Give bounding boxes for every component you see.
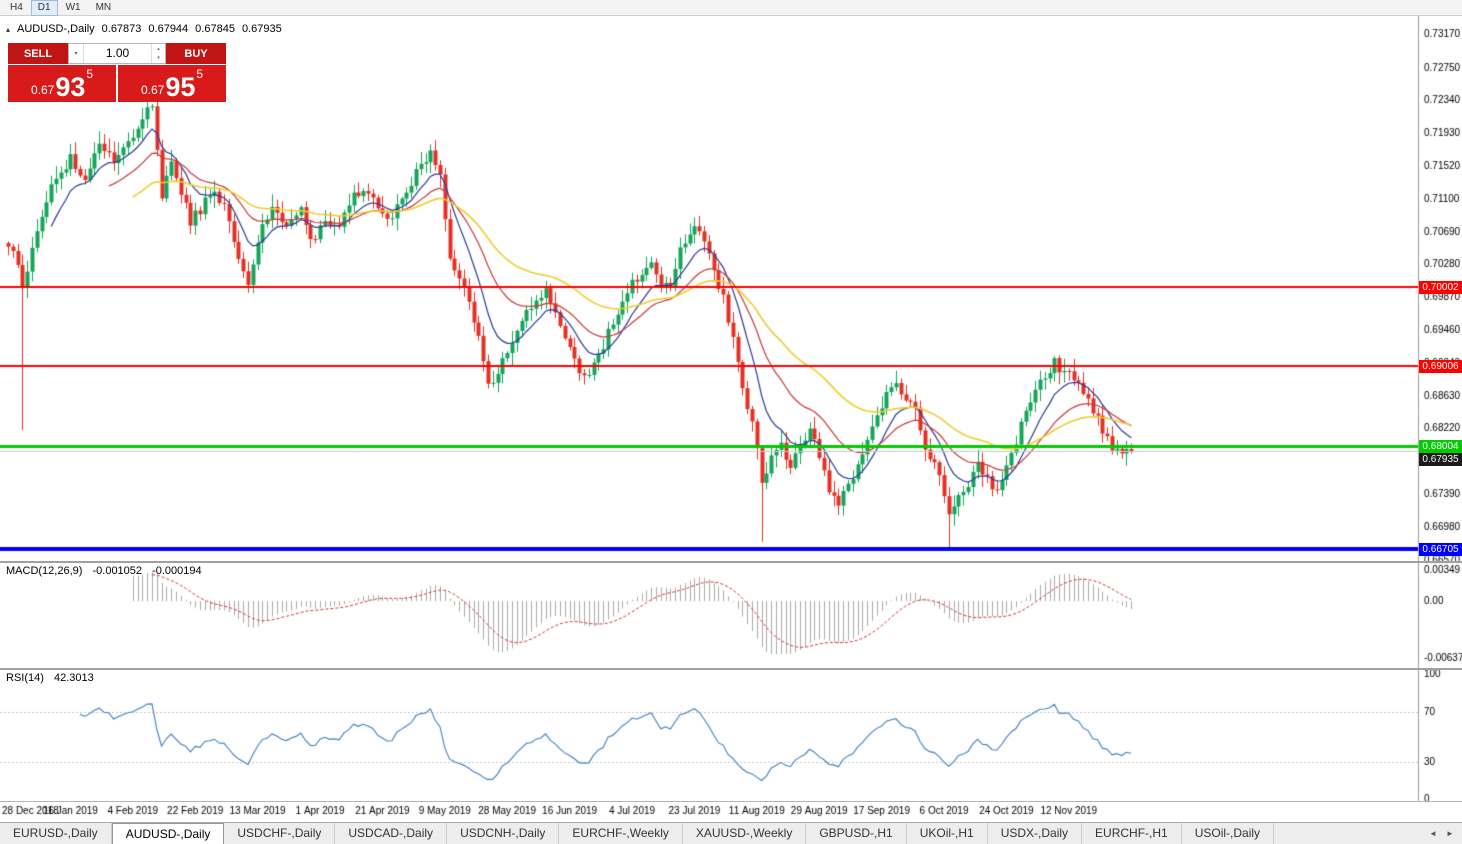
sell-price-prefix: 0.67 xyxy=(30,83,55,97)
buy-price-sup: 5 xyxy=(196,67,204,81)
sell-price-button[interactable]: 0.67 93 5 xyxy=(8,65,116,102)
timeframe-d1-button[interactable]: D1 xyxy=(30,0,58,16)
tab-usoil-daily[interactable]: USOil-,Daily xyxy=(1182,823,1275,844)
tab-gbpusd-h1[interactable]: GBPUSD-,H1 xyxy=(806,823,907,844)
price-level-tag[interactable]: 0.68004 xyxy=(1419,439,1462,453)
macd-signal-value: -0.000194 xyxy=(152,565,202,577)
current-price-tag: 0.67935 xyxy=(1419,452,1462,466)
tab-usdchf-daily[interactable]: USDCHF-,Daily xyxy=(224,823,336,844)
timeframe-w1-button[interactable]: W1 xyxy=(65,1,81,13)
volume-dropdown-icon[interactable]: ▾ xyxy=(69,44,84,63)
volume-field: ▾ 1.00 ▴ ▾ xyxy=(68,43,166,64)
rsi-name: RSI(14) xyxy=(6,672,44,684)
date-axis-separator xyxy=(0,801,1462,802)
macd-main-value: -0.001052 xyxy=(92,565,143,577)
chart-tab-bar: EURUSD-,Daily AUDUSD-,Daily USDCHF-,Dail… xyxy=(0,822,1462,844)
buy-price-prefix: 0.67 xyxy=(140,83,165,97)
chart-close-value: 0.67935 xyxy=(241,23,282,35)
volume-input[interactable]: 1.00 xyxy=(105,46,130,60)
buy-price-big: 95 xyxy=(165,72,196,103)
tab-scroll-left-button[interactable]: ◄ xyxy=(1429,829,1437,838)
buy-button[interactable]: BUY xyxy=(166,43,226,64)
tab-eurchf-h1[interactable]: EURCHF-,H1 xyxy=(1082,823,1182,844)
chart-low-value: 0.67845 xyxy=(195,23,235,35)
volume-up-icon[interactable]: ▴ xyxy=(157,45,160,52)
timeframe-h4-button[interactable]: H4 xyxy=(10,1,23,13)
tab-ukoil-h1[interactable]: UKOil-,H1 xyxy=(907,823,988,844)
chart-canvas[interactable] xyxy=(0,16,1462,820)
sell-button[interactable]: SELL xyxy=(8,43,68,64)
price-level-tag[interactable]: 0.70002 xyxy=(1419,280,1462,294)
macd-indicator-label: MACD(12,26,9) -0.001052 -0.000194 xyxy=(6,565,202,577)
tab-audusd-daily[interactable]: AUDUSD-,Daily xyxy=(111,823,225,844)
tab-xauusd-weekly[interactable]: XAUUSD-,Weekly xyxy=(683,823,807,844)
rsi-indicator-label: RSI(14) 42.3013 xyxy=(6,672,94,684)
tab-scroll-right-button[interactable]: ► xyxy=(1446,829,1454,838)
volume-down-icon[interactable]: ▾ xyxy=(157,55,160,62)
rsi-value: 42.3013 xyxy=(53,672,94,684)
buy-price-button[interactable]: 0.67 95 5 xyxy=(118,65,226,102)
chart-title: ▴ AUDUSD-,Daily 0.67873 0.67944 0.67845 … xyxy=(6,23,282,35)
tab-usdx-daily[interactable]: USDX-,Daily xyxy=(988,823,1083,844)
chart-symbol-label: AUDUSD-,Daily xyxy=(17,23,95,35)
price-level-tag[interactable]: 0.69006 xyxy=(1419,359,1462,373)
chart-window: ▴ AUDUSD-,Daily 0.67873 0.67944 0.67845 … xyxy=(0,16,1462,822)
sell-price-big: 93 xyxy=(55,72,86,103)
one-click-trading-widget: SELL ▾ 1.00 ▴ ▾ BUY 0.67 93 5 xyxy=(8,43,226,102)
panel-separator[interactable] xyxy=(0,668,1462,670)
price-level-tag[interactable]: 0.66705 xyxy=(1419,543,1462,557)
tab-usdcad-daily[interactable]: USDCAD-,Daily xyxy=(335,823,448,844)
timeframe-toolbar: H4 D1 W1 MN xyxy=(0,0,1462,16)
tab-eurchf-weekly[interactable]: EURCHF-,Weekly xyxy=(559,823,683,844)
panel-separator[interactable] xyxy=(0,561,1462,563)
chart-high-value: 0.67944 xyxy=(148,23,189,35)
macd-name: MACD(12,26,9) xyxy=(6,565,83,577)
chart-open-value: 0.67873 xyxy=(101,23,142,35)
tab-scroll-controls: ◄ ► xyxy=(1426,823,1462,844)
collapse-arrow-icon[interactable]: ▴ xyxy=(6,24,11,34)
volume-stepper: ▴ ▾ xyxy=(151,44,165,63)
timeframe-mn-button[interactable]: MN xyxy=(95,1,112,13)
sell-price-sup: 5 xyxy=(86,67,94,81)
tab-eurusd-daily[interactable]: EURUSD-,Daily xyxy=(0,823,112,844)
tab-usdcnh-daily[interactable]: USDCNH-,Daily xyxy=(447,823,560,844)
